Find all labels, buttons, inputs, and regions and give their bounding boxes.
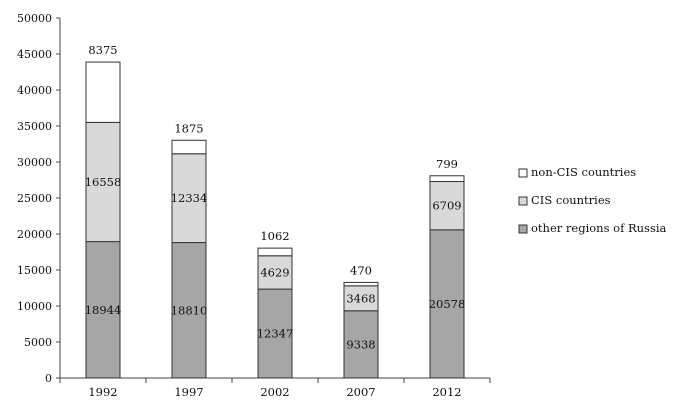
- data-label: 12347: [257, 327, 294, 341]
- data-label: 18944: [85, 303, 122, 317]
- y-tick-label: 45000: [17, 48, 52, 61]
- y-axis: 0 5000 10000 15000 20000 25000 30000 35000 40000…: [17, 12, 61, 385]
- y-tick-label: 20000: [17, 228, 52, 241]
- legend: non-CIS countries CIS countries other regi…: [518, 165, 667, 235]
- bars: 18944 16558 8375 18810 12334 1875 12347 4629 106…: [85, 43, 466, 379]
- bar-segment: [171, 242, 207, 379]
- data-label: 4629: [260, 265, 289, 279]
- y-tick-label: 35000: [17, 120, 52, 133]
- data-label: 470: [350, 263, 372, 277]
- x-tick-label: 2007: [346, 385, 375, 399]
- data-label: 9338: [346, 337, 375, 351]
- y-tick-label: 10000: [17, 300, 52, 313]
- bar-segment: [343, 285, 379, 312]
- legend-label: CIS countries: [531, 193, 611, 207]
- bar-segment: [343, 310, 379, 379]
- legend-label: non-CIS countries: [531, 165, 636, 179]
- data-label: 16558: [85, 175, 122, 189]
- y-tick-label: 25000: [17, 192, 52, 205]
- x-tick-label: 1992: [88, 385, 117, 399]
- y-tick-label: 50000: [17, 12, 52, 25]
- bar-segment: [343, 281, 379, 287]
- x-tick-label: 2012: [432, 385, 461, 399]
- y-tick-label: 40000: [17, 84, 52, 97]
- bar-segment: [257, 288, 293, 379]
- bar-segment: [429, 175, 465, 183]
- data-label: 12334: [171, 191, 208, 205]
- legend-label: other regions of Russia: [531, 221, 667, 235]
- y-tick-label: 30000: [17, 156, 52, 169]
- bar-segment: [85, 121, 121, 243]
- x-axis: 1992 1997 2002 2007 2012: [59, 377, 491, 399]
- y-tick-label: 5000: [24, 336, 52, 349]
- data-label: 8375: [88, 43, 117, 57]
- legend-swatch: [518, 168, 528, 178]
- x-tick-label: 2002: [260, 385, 289, 399]
- bar-segment: [171, 139, 207, 155]
- y-tick-label: 15000: [17, 264, 52, 277]
- bar-segment: [171, 153, 207, 244]
- data-label: 20578: [429, 297, 466, 311]
- data-label: 3468: [346, 291, 375, 305]
- data-label: 6709: [432, 199, 461, 213]
- data-label: 1062: [260, 229, 289, 243]
- bar-segment: [85, 61, 121, 123]
- y-tick-label: 0: [45, 372, 52, 385]
- data-label: 799: [436, 157, 458, 171]
- data-label: 18810: [171, 303, 208, 317]
- legend-swatch: [518, 224, 528, 234]
- data-label: 1875: [174, 121, 203, 135]
- bar-segment: [257, 247, 293, 257]
- x-tick-label: 1997: [174, 385, 203, 399]
- bar-segment: [429, 181, 465, 231]
- legend-swatch: [518, 196, 528, 206]
